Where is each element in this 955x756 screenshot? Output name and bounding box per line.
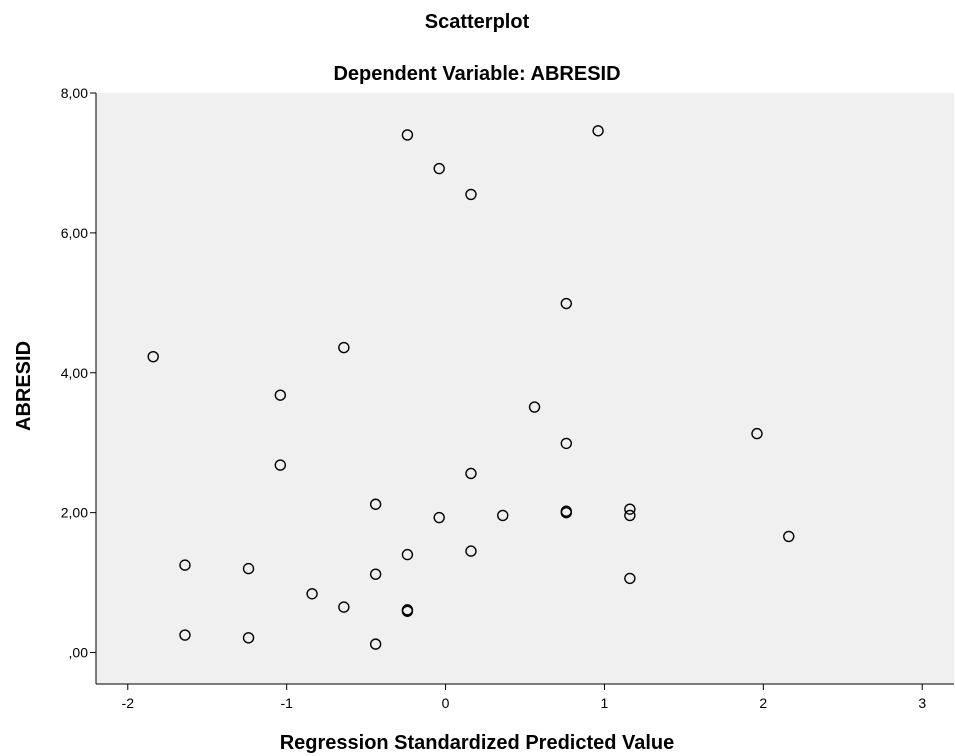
x-tick-label: 3 [918, 695, 926, 711]
x-tick-label: -1 [280, 695, 293, 711]
x-axis-ticks: -2 -1 0 1 2 3 [122, 684, 927, 711]
y-tick-label: 4,00 [61, 365, 88, 381]
y-tick-label: 2,00 [61, 505, 88, 521]
x-tick-label: 1 [601, 695, 609, 711]
x-axis-title: Regression Standardized Predicted Value [280, 732, 675, 754]
plot-area [96, 93, 954, 684]
y-tick-label: 6,00 [61, 225, 88, 241]
y-tick-label: 8,00 [61, 85, 88, 101]
x-tick-label: 0 [442, 695, 450, 711]
chart-subtitle: Dependent Variable: ABRESID [333, 63, 620, 85]
y-tick-label: ,00 [69, 645, 89, 661]
chart-title: Scatterplot [425, 11, 530, 33]
y-axis-title: ABRESID [13, 341, 35, 431]
y-axis-ticks: ,00 2,00 4,00 6,00 8,00 [61, 85, 96, 661]
x-tick-label: 2 [759, 695, 767, 711]
x-tick-label: -2 [122, 695, 135, 711]
